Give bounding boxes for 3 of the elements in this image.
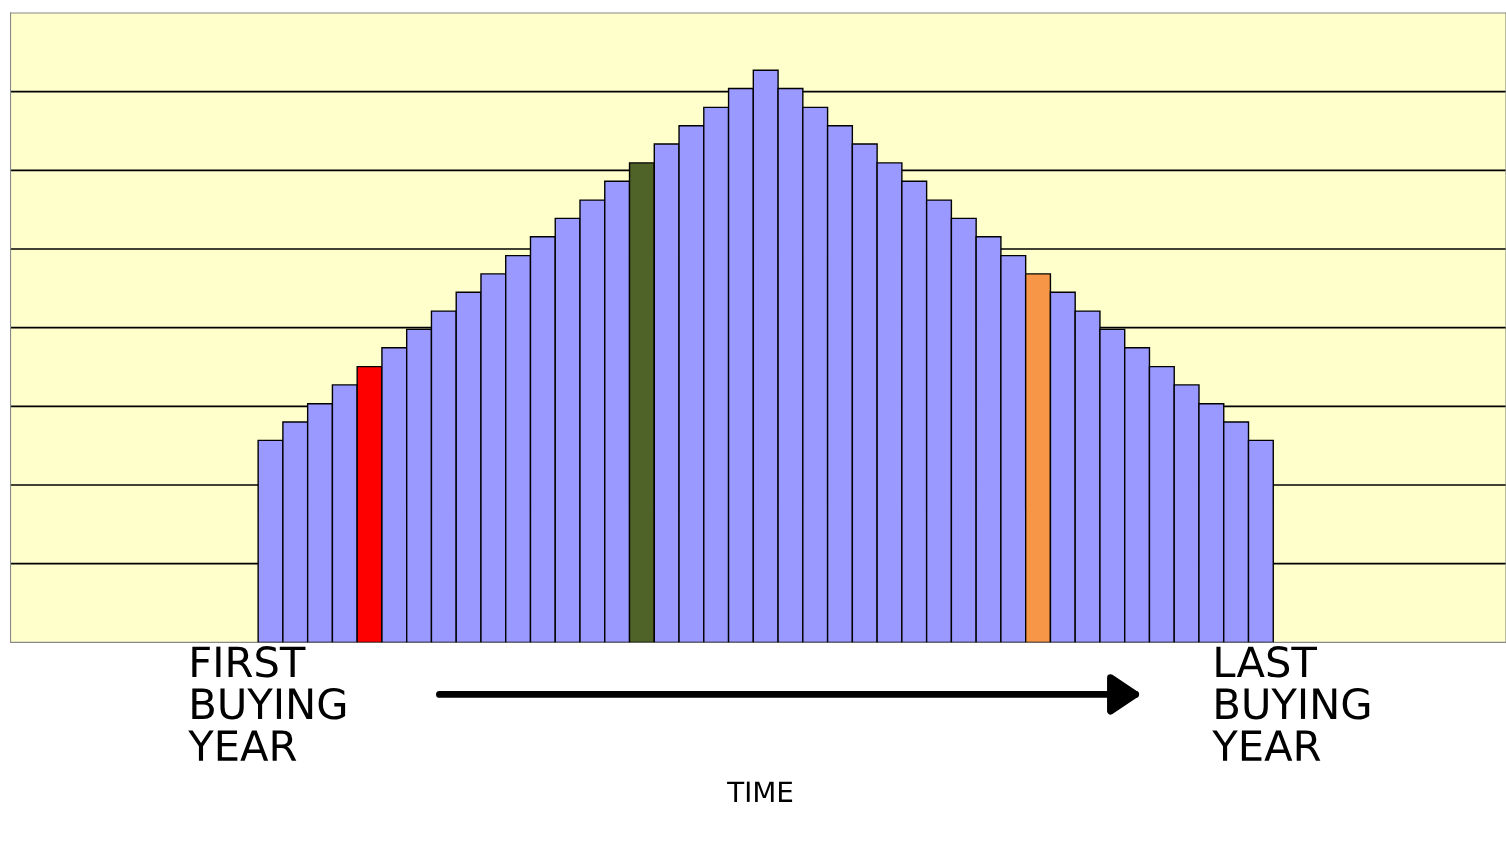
text: LAST BUYING YEAR — [1212, 646, 1370, 761]
text: TIME — [727, 781, 793, 802]
text: FIRST BUYING YEAR — [188, 646, 346, 761]
